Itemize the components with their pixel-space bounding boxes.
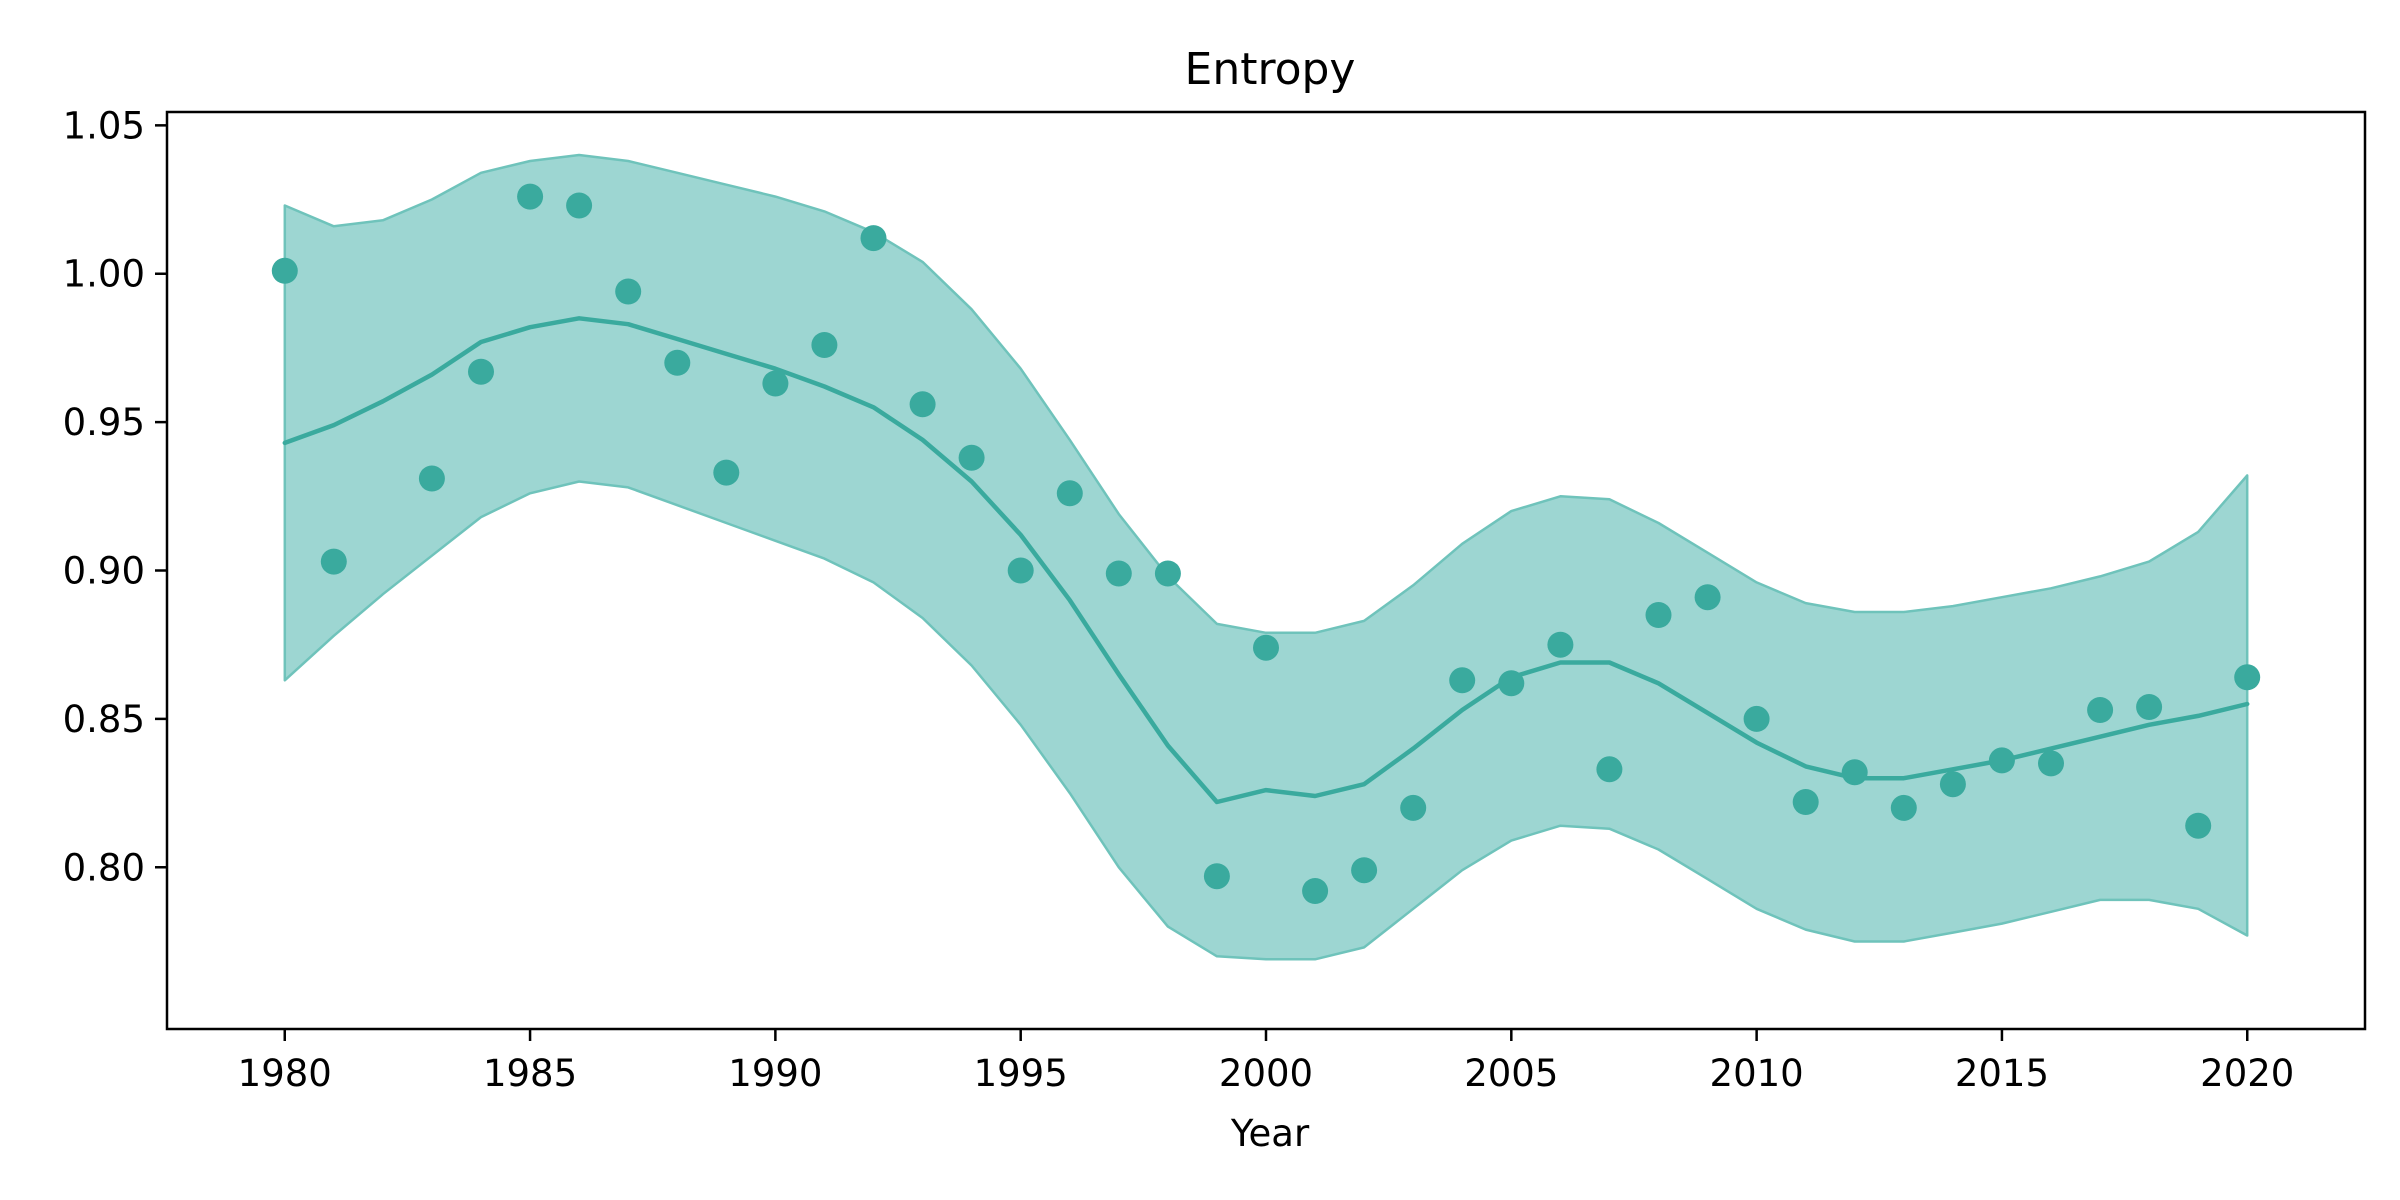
data-point [1743, 705, 1770, 732]
data-point [1253, 634, 1279, 661]
data-point [2087, 697, 2114, 723]
data-point [762, 370, 789, 397]
confidence-band [283, 153, 2249, 961]
chart-title: Entropy [1185, 44, 1356, 95]
y-tick-label: 0.85 [63, 698, 145, 741]
data-point [860, 225, 887, 252]
y-tick-label: 1.00 [63, 253, 145, 296]
data-point [2038, 750, 2064, 777]
x-tick-label: 2000 [1219, 1052, 1313, 1095]
data-point [1498, 670, 1525, 697]
data-point [1645, 602, 1672, 628]
x-axis-label: Year [1230, 1112, 1310, 1155]
data-point [1007, 557, 1034, 584]
data-point [1988, 747, 2015, 774]
data-point [1841, 759, 1868, 786]
data-point [1547, 631, 1574, 658]
data-point [1694, 584, 1721, 611]
trend-line [282, 316, 2250, 805]
data-point [909, 391, 936, 418]
data-point [418, 465, 445, 492]
data-point [1939, 771, 1966, 798]
plot-area [271, 153, 2261, 961]
data-point [1154, 560, 1181, 587]
y-tick-label: 0.95 [63, 401, 145, 444]
data-point [2234, 664, 2261, 691]
x-tick-label: 2015 [1955, 1052, 2049, 1095]
data-point [320, 548, 347, 575]
data-point [713, 459, 740, 486]
data-point [2136, 694, 2163, 720]
data-point [517, 183, 544, 210]
data-point [615, 278, 642, 305]
data-point [468, 358, 494, 385]
y-tick-label: 0.90 [63, 550, 145, 593]
data-point [1105, 560, 1132, 587]
x-tick-label: 2020 [2200, 1052, 2294, 1095]
y-tick-label: 1.05 [63, 104, 145, 147]
data-point [1056, 480, 1083, 507]
axes: 1980 1985 1990 1995 2000 2005 2010 2015 2020 0.80… [63, 104, 2295, 1095]
data-point [1890, 794, 1917, 821]
data-point [1351, 857, 1378, 884]
x-tick-label: 1995 [974, 1052, 1068, 1095]
data-point [566, 192, 593, 219]
data-point [1203, 863, 1230, 890]
x-tick-label: 1990 [728, 1052, 822, 1095]
y-tick-label: 0.80 [63, 846, 145, 889]
data-point [958, 444, 985, 471]
data-point [664, 349, 691, 376]
data-point [1302, 878, 1329, 904]
data-point [1449, 667, 1476, 694]
x-tick-label: 1985 [483, 1052, 577, 1095]
data-point [2185, 812, 2212, 839]
data-point [1792, 789, 1819, 815]
data-point [1596, 756, 1623, 783]
data-point [811, 332, 838, 358]
x-tick-label: 1980 [238, 1052, 332, 1095]
x-tick-label: 2010 [1710, 1052, 1804, 1095]
data-point [271, 257, 298, 284]
x-tick-label: 2005 [1464, 1052, 1558, 1095]
data-point [1400, 794, 1427, 821]
